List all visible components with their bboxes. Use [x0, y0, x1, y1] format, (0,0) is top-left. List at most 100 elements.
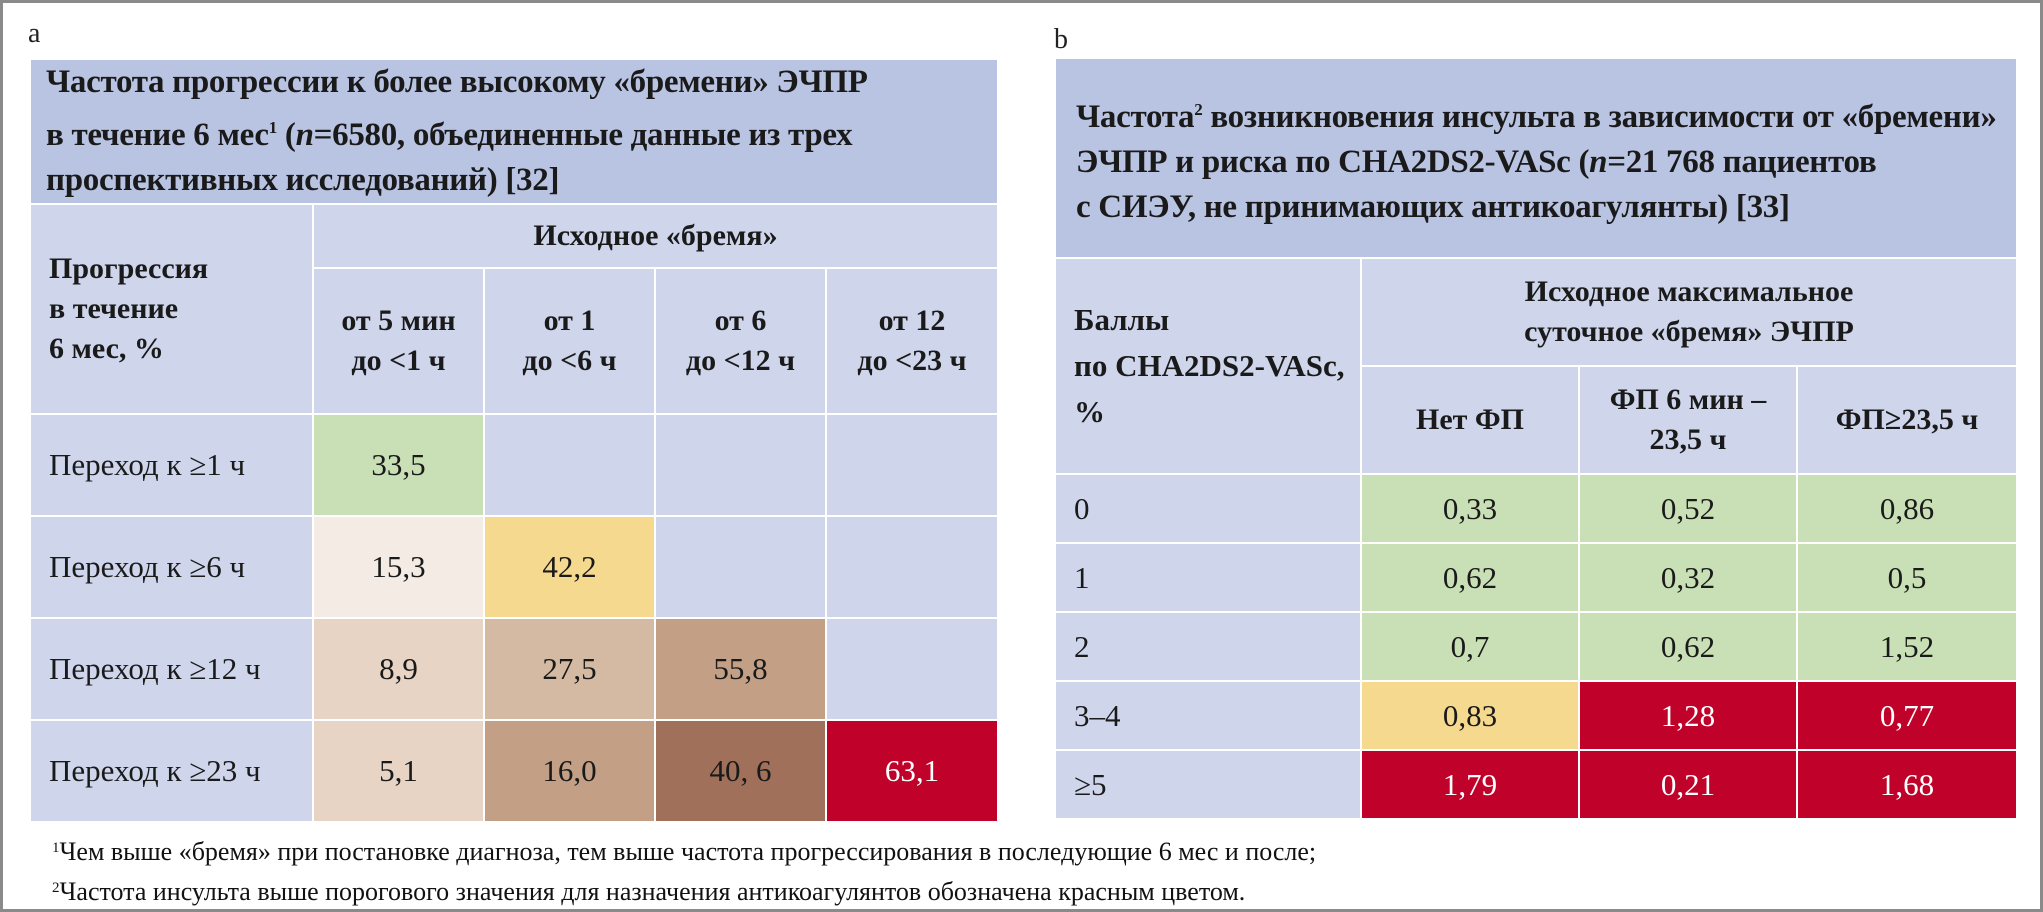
footnote-2: 2Частота инсульта выше порогового значен…	[52, 870, 1316, 910]
data-cell: 55,8	[654, 617, 827, 721]
footnote-text: Чем выше «бремя» при постановке диагноза…	[59, 837, 1317, 866]
data-cell: 0,62	[1578, 611, 1798, 682]
data-cell: 0,21	[1578, 749, 1798, 820]
data-cell: 0,32	[1578, 542, 1798, 613]
panel-b-title-text: ЭЧПР и риска по CHA2DS2-VASc (	[1076, 143, 1590, 180]
panel-b-row-header-line: Баллы	[1074, 302, 1170, 337]
panel-b-col-header: ФП≥23,5 ч	[1795, 365, 2019, 475]
panel-a-row-header-line: в течение	[49, 292, 179, 325]
col-header-line: ФП 6 мин –	[1609, 383, 1767, 416]
col-header-line: 23,5 ч	[1649, 423, 1727, 456]
panel-a-letter: a	[28, 18, 41, 49]
data-cell: 0,5	[1795, 542, 2019, 613]
footnote-1: 1Чем выше «бремя» при постановке диагноз…	[52, 830, 1316, 870]
row-label: 3–4	[1054, 680, 1362, 751]
table-row: Переход к ≥1 ч 33,5	[29, 413, 999, 517]
panel-b-title-text: =21 768 пациентов	[1607, 143, 1877, 180]
group-header-line: Исходное максимальное	[1524, 275, 1854, 308]
footnotes: 1Чем выше «бремя» при постановке диагноз…	[52, 830, 1316, 910]
panel-b-title-text: Частота	[1076, 98, 1195, 135]
empty-cell	[825, 413, 999, 517]
footnote-marker: 1	[52, 840, 60, 856]
table-row: Переход к ≥6 ч 15,3 42,2	[29, 515, 999, 619]
table-row: 1 0,62 0,32 0,5	[1054, 542, 2019, 613]
panel-b-group-header: Исходное максимальное суточное «бремя» Э…	[1359, 257, 2019, 367]
panel-a-col-header: от 12 до <23 ч	[825, 267, 999, 415]
panel-a-title-text: (	[276, 117, 296, 153]
table-row: Переход к ≥23 ч 5,1 16,0 40, 6 63,1	[29, 719, 999, 823]
panel-b-row-header: Баллы по CHA2DS2-VASc, %	[1054, 257, 1362, 475]
data-cell: 16,0	[483, 719, 656, 823]
empty-cell	[825, 515, 999, 619]
col-header-line: от 1	[543, 304, 596, 337]
col-header-line: до <12 ч	[685, 344, 796, 377]
empty-cell	[654, 515, 827, 619]
panel-b-col-header: Нет ФП	[1360, 365, 1580, 475]
footnote-ref-1: 1	[268, 118, 278, 137]
panel-b-title-line3: с СИЭУ, не принимающих антикоагулянты) […	[1076, 188, 1790, 225]
empty-cell	[654, 413, 827, 517]
data-cell: 0,83	[1360, 680, 1580, 751]
row-label: 0	[1054, 473, 1362, 544]
row-label: Переход к ≥12 ч	[29, 617, 314, 721]
empty-cell	[483, 413, 656, 517]
data-cell: 0,77	[1795, 680, 2019, 751]
footnote-text: Частота инсульта выше порогового значени…	[59, 877, 1246, 906]
data-cell: 1,68	[1795, 749, 2019, 820]
panel-a-title-line1: Частота прогрессии к более высокому «бре…	[46, 64, 868, 100]
table-row: Переход к ≥12 ч 8,9 27,5 55,8	[29, 617, 999, 721]
panel-a-title-line3: проспективных исследований) [32]	[46, 162, 560, 198]
panel-a-title: Частота прогрессии к более высокому «бре…	[29, 58, 999, 205]
panel-a-title-line2: в течение 6 мес1 (n=6580, объединенные д…	[46, 105, 997, 158]
table-row: 3–4 0,83 1,28 0,77	[1054, 680, 2019, 751]
panel-b-col-header: ФП 6 мин – 23,5 ч	[1578, 365, 1798, 475]
data-cell: 1,52	[1795, 611, 2019, 682]
data-cell: 33,5	[312, 413, 485, 517]
data-cell: 15,3	[312, 515, 485, 619]
table-row: 0 0,33 0,52 0,86	[1054, 473, 2019, 544]
data-cell: 0,86	[1795, 473, 2019, 544]
panel-b-row-header-line: по CHA2DS2-VASc,	[1074, 348, 1345, 383]
panel-a-title-n: n	[295, 117, 314, 153]
data-cell: 0,62	[1360, 542, 1580, 613]
panel-b-title-line1: Частота2 возникновения инсульта в зависи…	[1076, 87, 2016, 140]
panel-a-col-header: от 1 до <6 ч	[483, 267, 656, 415]
footnote-marker: 2	[52, 880, 60, 896]
panel-b-title: Частота2 возникновения инсульта в зависи…	[1053, 57, 2019, 259]
group-header-line: суточное «бремя» ЭЧПР	[1524, 315, 1854, 348]
table-row: ≥5 1,79 0,21 1,68	[1054, 749, 2019, 820]
col-header-line: Нет ФП	[1416, 403, 1524, 436]
panel-b-title-text: возникновения инсульта в зависимости от …	[1202, 98, 1997, 135]
empty-cell	[825, 617, 999, 721]
col-header-line: ФП≥23,5 ч	[1835, 403, 1979, 436]
data-cell: 40, 6	[654, 719, 827, 823]
col-header-line: до <6 ч	[522, 344, 617, 377]
data-cell: 1,79	[1360, 749, 1580, 820]
row-label: ≥5	[1054, 749, 1362, 820]
table-row: 2 0,7 0,62 1,52	[1054, 611, 2019, 682]
panel-a-col-header: от 6 до <12 ч	[654, 267, 827, 415]
row-label: Переход к ≥6 ч	[29, 515, 314, 619]
col-header-line: от 12	[878, 304, 946, 337]
panel-b-row-header-line: %	[1074, 394, 1105, 429]
col-header-line: от 5 мин	[341, 304, 456, 337]
panel-b-title-n: n	[1589, 143, 1608, 180]
data-cell: 42,2	[483, 515, 656, 619]
panel-b-table: Частота 2 возникновения инсульта в зависи…	[1053, 57, 2019, 820]
panel-a-col-header: от 5 мин до <1 ч	[312, 267, 485, 415]
col-header-line: до <1 ч	[351, 344, 446, 377]
row-label: Переход к ≥23 ч	[29, 719, 314, 823]
panel-a-table: Частота прогрессии к более высокому «бре…	[29, 58, 999, 823]
row-label: 2	[1054, 611, 1362, 682]
data-cell: 1,28	[1578, 680, 1798, 751]
data-cell: 27,5	[483, 617, 656, 721]
panel-a-row-header-line: Прогрессия	[49, 252, 209, 285]
panel-a-row-header: Прогрессия в течение 6 мес, %	[29, 203, 314, 415]
col-header-line: от 6	[714, 304, 767, 337]
data-cell: 63,1	[825, 719, 999, 823]
panel-a-title-text: =6580, объединенные данные из трех	[313, 117, 853, 153]
data-cell: 8,9	[312, 617, 485, 721]
data-cell: 0,33	[1360, 473, 1580, 544]
panel-b-title-line2: ЭЧПР и риска по CHA2DS2-VASc (n=21 768 п…	[1076, 140, 2016, 185]
